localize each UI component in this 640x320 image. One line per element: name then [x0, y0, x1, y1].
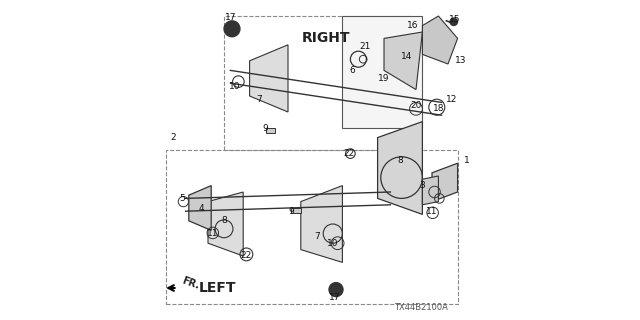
Text: LEFT: LEFT [199, 281, 236, 295]
Polygon shape [432, 163, 458, 202]
Text: 9: 9 [263, 124, 268, 132]
Text: 8: 8 [397, 156, 403, 164]
Text: 5: 5 [180, 194, 185, 203]
Text: 2: 2 [170, 133, 175, 142]
Text: 1: 1 [465, 156, 470, 164]
Polygon shape [189, 186, 211, 230]
Circle shape [450, 18, 458, 26]
Circle shape [329, 283, 343, 297]
Circle shape [224, 21, 240, 37]
Text: TX44B2100A: TX44B2100A [394, 303, 448, 312]
Text: 7: 7 [314, 232, 319, 241]
Text: 12: 12 [445, 95, 457, 104]
Polygon shape [378, 122, 422, 214]
Text: FR.: FR. [181, 276, 201, 291]
Text: 19: 19 [378, 74, 390, 83]
Text: 21: 21 [359, 42, 371, 51]
Text: 9: 9 [289, 207, 294, 216]
Text: 16: 16 [407, 21, 419, 30]
Text: 3: 3 [420, 181, 425, 190]
Bar [224, 16, 410, 150]
Polygon shape [384, 32, 422, 90]
Text: 10: 10 [230, 82, 241, 91]
Polygon shape [422, 16, 458, 64]
Text: 6: 6 [349, 66, 355, 75]
Text: 22: 22 [241, 252, 252, 260]
Text: 11: 11 [426, 207, 438, 216]
Text: 15: 15 [449, 15, 460, 24]
Text: 20: 20 [410, 101, 422, 110]
Polygon shape [422, 176, 438, 205]
Text: 17: 17 [225, 13, 236, 22]
Bar [291, 208, 301, 213]
Polygon shape [250, 45, 288, 112]
Text: 14: 14 [401, 52, 412, 60]
Polygon shape [301, 186, 342, 262]
Text: 8: 8 [221, 216, 227, 225]
Text: 11: 11 [207, 229, 218, 238]
Text: 7: 7 [257, 95, 262, 104]
Text: 13: 13 [455, 56, 467, 65]
Bar [342, 16, 422, 128]
Text: 4: 4 [199, 204, 204, 212]
Polygon shape [208, 192, 243, 256]
Bar [266, 128, 275, 133]
Text: 18: 18 [433, 104, 444, 113]
Text: 10: 10 [327, 239, 339, 248]
Text: 17: 17 [329, 293, 340, 302]
Text: RIGHT: RIGHT [302, 31, 351, 45]
Bar [166, 150, 458, 304]
Text: 22: 22 [343, 149, 355, 158]
